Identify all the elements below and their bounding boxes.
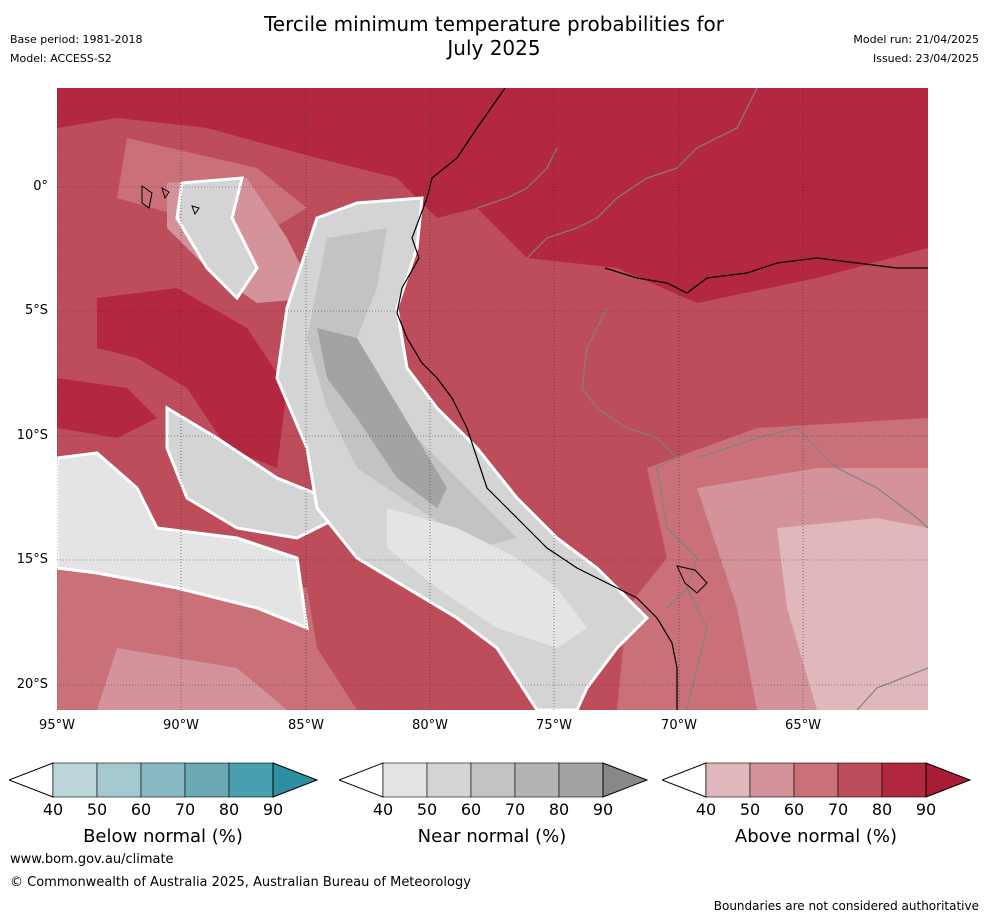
lon-label-70w: 70°W [661,718,697,733]
region-near-60 [307,228,517,548]
boundaries-disclaimer: Boundaries are not considered authoritat… [713,899,979,913]
model-run: Model run: 21/04/2025 [853,33,979,46]
colorbar-below-normal [9,762,319,798]
above-tick-70: 70 [827,800,849,819]
lon-label-65w: 65°W [785,718,821,733]
south-america-coastline [396,88,678,710]
below-tick-40: 40 [42,800,64,819]
lon-label-90w: 90°W [163,718,199,733]
copyright: © Commonwealth of Australia 2025, Austra… [10,875,471,890]
meta-left: Base period: 1981-2018 Model: ACCESS-S2 [10,30,142,68]
region-near-galapagos [175,176,259,301]
near-tick-40: 40 [372,800,394,819]
lat-label-10s: 10°S [16,428,48,443]
amazon-river [604,257,928,294]
below-tick-90: 90 [262,800,284,819]
below-tick-70: 70 [174,800,196,819]
border-bolivia-brazil [696,427,928,529]
title-line-1: Tercile minimum temperature probabilitie… [263,12,725,36]
legend-title-above: Above normal (%) [734,826,898,847]
galapagos-island-1 [141,185,153,209]
lat-label-5s: 5°S [24,303,48,318]
title-line-2: July 2025 [447,36,541,60]
model-name: Model: ACCESS-S2 [10,52,112,65]
border-colombia-peru [526,88,758,259]
near-tick-90: 90 [592,800,614,819]
above-tick-40: 40 [695,800,717,819]
border-chile-bolivia [686,587,708,710]
lake-titicaca [676,565,708,594]
colorbar-above-normal [662,762,972,798]
above-tick-80: 80 [871,800,893,819]
below-tick-50: 50 [86,800,108,819]
probability-map[interactable] [57,88,928,710]
near-tick-80: 80 [548,800,570,819]
border-ecuador-colombia [476,147,558,209]
lat-label-0: 0° [33,179,48,194]
lat-label-20s: 20°S [16,677,48,692]
map-title: Tercile minimum temperature probabilitie… [0,12,988,60]
region-above-50-southwest [97,648,287,710]
lat-label-15s: 15°S [16,552,48,567]
galapagos-island-2 [161,186,170,200]
above-tick-90: 90 [915,800,937,819]
colorbar-near-normal [339,762,649,798]
website-link[interactable]: www.bom.gov.au/climate [10,852,174,867]
lon-label-85w: 85°W [288,718,324,733]
near-tick-50: 50 [416,800,438,819]
lon-label-75w: 75°W [536,718,572,733]
base-period: Base period: 1981-2018 [10,33,143,46]
region-near-west-inner [165,405,340,540]
map-canvas [57,88,928,710]
below-tick-60: 60 [130,800,152,819]
region-above-80-far-west [57,378,157,438]
region-above-40-southeast [777,518,928,710]
above-tick-60: 60 [783,800,805,819]
below-tick-80: 80 [218,800,240,819]
border-peru-brazil-bolivia [581,307,698,609]
legend-title-below: Below normal (%) [83,826,243,847]
graticule [57,88,928,710]
border-bolivia-paraguay [856,667,928,710]
near-tick-60: 60 [460,800,482,819]
issued-date: Issued: 23/04/2025 [872,52,979,65]
lon-label-95w: 95°W [39,718,75,733]
region-near-west [57,451,309,631]
region-above-80-west [97,288,287,468]
meta-right: Model run: 21/04/2025 Issued: 23/04/2025 [853,30,979,68]
region-near-40-south [387,508,587,648]
region-near-80 [317,328,447,508]
lon-label-80w: 80°W [412,718,448,733]
above-tick-50: 50 [739,800,761,819]
near-tick-70: 70 [504,800,526,819]
galapagos-island-3 [191,205,200,216]
legend-title-near: Near normal (%) [417,826,567,847]
